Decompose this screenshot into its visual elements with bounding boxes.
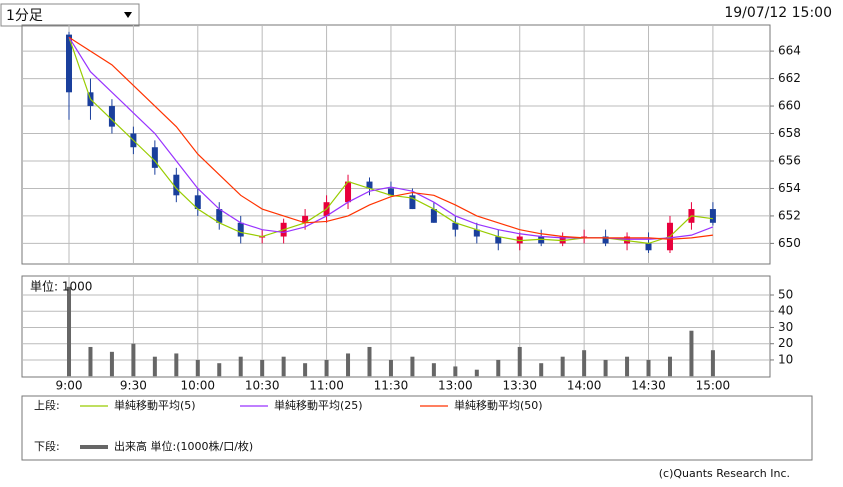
- x-tick-label: 14:00: [567, 379, 602, 393]
- volume-bar: [625, 356, 630, 377]
- volume-bar: [689, 330, 694, 377]
- candle-body: [409, 195, 416, 210]
- x-tick-label: 13:00: [438, 379, 473, 393]
- y-tick-label: 30: [778, 320, 793, 334]
- volume-bar: [496, 359, 501, 377]
- candle-body: [452, 222, 459, 230]
- volume-bar: [667, 356, 672, 377]
- dropdown-arrow: [124, 12, 132, 18]
- x-tick-label: 14:30: [631, 379, 666, 393]
- candle-body: [366, 181, 373, 189]
- y-tick-label: 658: [778, 126, 801, 140]
- candle-body: [430, 209, 437, 223]
- volume-bar: [367, 346, 372, 377]
- candle-body: [66, 34, 73, 93]
- volume-bar: [346, 353, 351, 377]
- x-tick-label: 9:00: [56, 379, 83, 393]
- y-tick-label: 664: [778, 44, 801, 58]
- dropdown-label: 1分足: [6, 8, 43, 24]
- candle-body: [151, 147, 158, 168]
- x-tick-label: 11:30: [374, 379, 409, 393]
- legend-label: 下段:: [34, 439, 60, 453]
- volume-bar: [646, 359, 651, 377]
- x-tick-label: 10:00: [180, 379, 215, 393]
- volume-bar: [603, 359, 608, 377]
- candle-body: [387, 188, 394, 196]
- candle-body: [538, 236, 545, 244]
- volume-bar: [410, 356, 415, 377]
- volume-bar: [238, 356, 243, 377]
- candle-body: [302, 215, 309, 223]
- y-tick-label: 20: [778, 336, 793, 350]
- volume-bar: [539, 363, 544, 377]
- volume-bar: [217, 363, 222, 377]
- volume-bar: [560, 356, 565, 377]
- candle-body: [559, 236, 566, 244]
- candle-body: [581, 236, 588, 238]
- legend-entry: 単純移動平均(50): [454, 398, 543, 412]
- x-tick-label: 11:00: [309, 379, 344, 393]
- volume-bar: [517, 346, 522, 377]
- volume-bar: [474, 369, 479, 377]
- volume-bar: [131, 343, 136, 377]
- candle-body: [345, 181, 352, 203]
- y-tick-label: 650: [778, 236, 801, 250]
- lower-frame: [21, 275, 771, 378]
- candle-body: [709, 209, 716, 223]
- volume-bar: [260, 359, 265, 377]
- volume-bar: [174, 353, 179, 377]
- y-tick-label: 652: [778, 208, 801, 222]
- candle-body: [108, 106, 115, 127]
- unit-label: 単位: 1000: [30, 279, 92, 294]
- volume-bar: [152, 356, 157, 377]
- x-tick-label: 13:30: [502, 379, 537, 393]
- volume-bar: [109, 351, 114, 377]
- legend-label: 上段:: [34, 398, 60, 412]
- candle-body: [473, 229, 480, 237]
- candle-body: [194, 195, 201, 210]
- x-tick-label: 15:00: [696, 379, 731, 393]
- credit: (c)Quants Research Inc.: [659, 467, 790, 480]
- volume-bar: [324, 359, 329, 377]
- volume-bar: [582, 350, 587, 377]
- legend-entry: 単純移動平均(5): [114, 398, 196, 412]
- y-tick-label: 656: [778, 153, 801, 167]
- x-tick-label: 9:30: [120, 379, 147, 393]
- legend-box: [21, 395, 813, 461]
- candle-body: [645, 243, 652, 251]
- legend-entry: 出来高 単位:(1000株/口/枚): [114, 439, 253, 453]
- volume-bar: [67, 286, 72, 377]
- candle-body: [173, 174, 180, 196]
- candle-body: [237, 222, 244, 237]
- volume-bar: [431, 363, 436, 377]
- y-tick-label: 654: [778, 181, 801, 195]
- volume-bar: [710, 350, 715, 377]
- candle-body: [216, 209, 223, 223]
- volume-bar: [195, 359, 200, 377]
- volume-bar: [303, 363, 308, 377]
- volume-bar: [88, 346, 93, 377]
- moving-average: [68, 36, 713, 240]
- y-tick-label: 50: [778, 287, 793, 301]
- upper-frame: [21, 24, 771, 265]
- y-tick-label: 662: [778, 71, 801, 85]
- x-tick-label: 10:30: [245, 379, 280, 393]
- candle-body: [602, 236, 609, 244]
- y-tick-label: 660: [778, 99, 801, 113]
- legend-entry: 単純移動平均(25): [274, 398, 363, 412]
- candle-body: [516, 236, 523, 244]
- candle-body: [624, 236, 631, 244]
- y-tick-label: 40: [778, 304, 793, 318]
- volume-bar: [388, 359, 393, 377]
- candle-body: [495, 236, 502, 244]
- y-tick-label: 10: [778, 352, 793, 366]
- volume-bar: [281, 356, 286, 377]
- dropdown[interactable]: [0, 3, 140, 27]
- datetime: 19/07/12 15:00: [724, 5, 832, 21]
- volume-bar: [453, 366, 458, 377]
